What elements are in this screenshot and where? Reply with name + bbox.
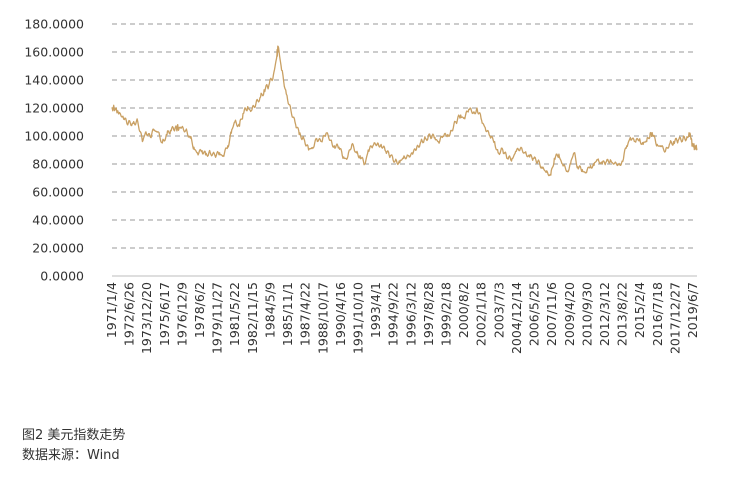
x-tick-label: 1982/11/15 (245, 282, 260, 354)
x-tick-label: 2003/7/3 (491, 282, 506, 338)
x-tick-label: 1978/6/2 (192, 282, 207, 338)
x-tick-label: 2010/9/30 (579, 282, 594, 346)
x-tick-label: 2016/7/18 (650, 282, 665, 346)
x-tick-label: 1985/11/1 (280, 282, 295, 346)
y-tick-label: 40.0000 (32, 213, 84, 228)
x-tick-label: 1973/12/20 (139, 282, 154, 354)
line-chart: 0.0000 20.0000 40.0000 60.0000 80.0000 100.00… (24, 17, 700, 355)
y-tick-label: 120.0000 (24, 101, 84, 116)
x-tick-label: 2015/2/4 (632, 282, 647, 338)
y-tick-label: 100.0000 (24, 129, 84, 144)
x-tick-label: 2012/3/12 (597, 282, 612, 346)
x-tick-label: 1996/3/12 (403, 282, 418, 346)
series-line (111, 45, 698, 177)
x-tick-label: 1981/5/22 (227, 282, 242, 346)
grid-lines (112, 23, 697, 277)
y-tick-label: 160.0000 (24, 45, 84, 60)
figure-caption: 图2 美元指数走势 (22, 428, 126, 443)
x-tick-label: 1993/4/1 (368, 282, 383, 338)
x-tick-label: 2019/6/7 (685, 282, 700, 338)
x-tick-label: 1994/9/22 (386, 282, 401, 346)
x-tick-label: 2017/12/27 (667, 282, 682, 354)
y-tick-label: 20.0000 (32, 241, 84, 256)
x-tick-label: 1987/4/22 (298, 282, 313, 346)
x-tick-label: 2007/11/6 (544, 282, 559, 346)
x-tick-label: 1971/1/4 (104, 282, 119, 338)
y-tick-label: 80.0000 (32, 157, 84, 172)
x-tick-label: 1984/5/9 (262, 282, 277, 338)
x-tick-label: 2002/1/18 (474, 282, 489, 346)
x-tick-label: 1997/8/28 (421, 282, 436, 346)
y-tick-label: 60.0000 (32, 185, 84, 200)
y-tick-label: 140.0000 (24, 73, 84, 88)
x-tick-label: 1999/2/18 (439, 282, 454, 346)
data-source-note: 数据来源：Wind (22, 448, 120, 463)
x-tick-label: 2009/4/20 (562, 282, 577, 346)
x-tick-label: 2006/5/25 (527, 282, 542, 346)
x-tick-label: 2013/8/22 (615, 282, 630, 346)
x-tick-label: 1979/11/27 (210, 282, 225, 354)
x-tick-label: 1976/12/9 (174, 282, 189, 346)
x-tick-label: 2004/12/14 (509, 282, 524, 354)
x-axis-tick-labels: 1971/1/4 1972/6/26 1973/12/20 1975/6/17 1976… (104, 282, 700, 354)
x-tick-label: 1988/10/17 (315, 282, 330, 354)
y-tick-label: 180.0000 (24, 17, 84, 32)
x-tick-label: 1991/10/10 (350, 282, 365, 354)
series-layer (111, 45, 698, 177)
y-axis-tick-labels: 0.0000 20.0000 40.0000 60.0000 80.0000 100.00… (24, 17, 84, 284)
x-tick-label: 2000/8/2 (456, 282, 471, 338)
y-tick-label: 0.0000 (40, 269, 84, 284)
x-tick-label: 1990/4/16 (333, 282, 348, 346)
x-tick-label: 1972/6/26 (122, 282, 137, 346)
x-tick-label: 1975/6/17 (157, 282, 172, 346)
